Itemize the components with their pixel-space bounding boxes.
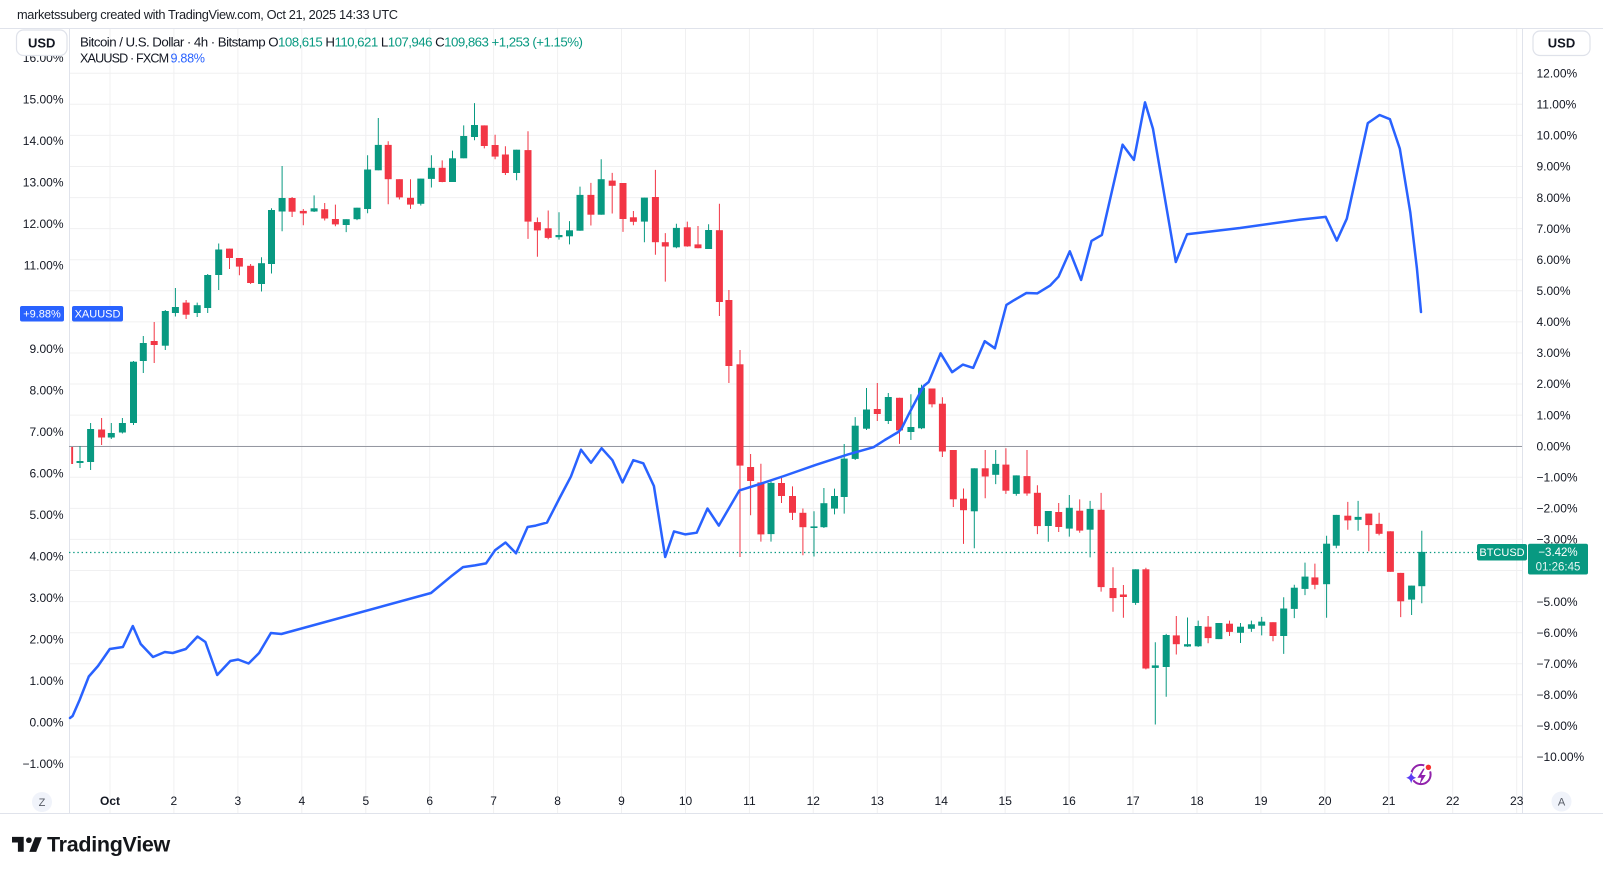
svg-text:7: 7 <box>490 794 497 808</box>
svg-text:23: 23 <box>1510 794 1524 808</box>
svg-text:6.00%: 6.00% <box>1537 253 1571 267</box>
svg-text:9.88%: 9.88% <box>171 51 205 65</box>
svg-text:−6.00%: −6.00% <box>1537 626 1578 640</box>
svg-text:9: 9 <box>618 794 625 808</box>
svg-text:16: 16 <box>1062 794 1076 808</box>
svg-text:3: 3 <box>235 794 242 808</box>
svg-text:5: 5 <box>362 794 369 808</box>
svg-text:marketssuberg created with Tra: marketssuberg created with TradingView.c… <box>17 7 398 22</box>
svg-text:USD: USD <box>1548 36 1575 51</box>
svg-text:XAUUSD: XAUUSD <box>75 309 121 321</box>
svg-text:−1.00%: −1.00% <box>1537 471 1578 485</box>
svg-text:3.00%: 3.00% <box>1537 346 1571 360</box>
svg-text:8.00%: 8.00% <box>1537 191 1571 205</box>
svg-text:7.00%: 7.00% <box>1537 222 1571 236</box>
svg-text:XAUUSD · FXCM: XAUUSD · FXCM <box>80 51 169 65</box>
svg-text:5.00%: 5.00% <box>29 508 63 522</box>
svg-text:12: 12 <box>807 794 821 808</box>
svg-text:BTCUSD: BTCUSD <box>1479 547 1524 559</box>
svg-text:11: 11 <box>743 794 756 808</box>
svg-text:Bitcoin / U.S. Dollar · 4h · B: Bitcoin / U.S. Dollar · 4h · Bitstamp O1… <box>80 35 582 50</box>
svg-text:10: 10 <box>679 794 693 808</box>
svg-text:4.00%: 4.00% <box>1537 315 1571 329</box>
svg-text:8: 8 <box>554 794 561 808</box>
svg-text:22: 22 <box>1446 794 1460 808</box>
svg-text:0.00%: 0.00% <box>1537 439 1571 453</box>
svg-text:−3.00%: −3.00% <box>1537 533 1578 547</box>
svg-text:17: 17 <box>1126 794 1140 808</box>
svg-text:14.00%: 14.00% <box>23 134 64 148</box>
svg-text:2.00%: 2.00% <box>29 633 63 647</box>
svg-text:2.00%: 2.00% <box>1537 377 1571 391</box>
svg-text:12.00%: 12.00% <box>23 217 64 231</box>
svg-text:6: 6 <box>426 794 433 808</box>
svg-text:15: 15 <box>999 794 1013 808</box>
svg-text:3.00%: 3.00% <box>29 591 63 605</box>
svg-text:4.00%: 4.00% <box>29 550 63 564</box>
svg-text:2: 2 <box>171 794 178 808</box>
svg-text:6.00%: 6.00% <box>29 466 63 480</box>
svg-text:0.00%: 0.00% <box>29 716 63 730</box>
svg-text:7.00%: 7.00% <box>29 425 63 439</box>
svg-text:USD: USD <box>28 35 55 50</box>
svg-text:11.00%: 11.00% <box>24 259 64 273</box>
svg-text:5.00%: 5.00% <box>1537 284 1571 298</box>
svg-text:13: 13 <box>871 794 885 808</box>
svg-text:−3.42%: −3.42% <box>1538 547 1577 559</box>
svg-text:20: 20 <box>1318 794 1332 808</box>
svg-text:1.00%: 1.00% <box>29 674 63 688</box>
svg-text:Oct: Oct <box>100 794 120 808</box>
svg-text:11.00%: 11.00% <box>1537 98 1577 112</box>
svg-text:14: 14 <box>935 794 949 808</box>
svg-text:4: 4 <box>298 794 305 808</box>
svg-text:−8.00%: −8.00% <box>1537 688 1578 702</box>
svg-text:9.00%: 9.00% <box>29 342 63 356</box>
svg-text:01:26:45: 01:26:45 <box>1536 562 1581 574</box>
svg-text:19: 19 <box>1254 794 1268 808</box>
svg-text:A: A <box>1558 797 1566 809</box>
svg-text:9.00%: 9.00% <box>1537 160 1571 174</box>
svg-text:−7.00%: −7.00% <box>1537 657 1578 671</box>
svg-text:Z: Z <box>39 797 46 809</box>
svg-text:15.00%: 15.00% <box>23 93 64 107</box>
svg-text:−1.00%: −1.00% <box>22 757 63 771</box>
svg-text:21: 21 <box>1382 794 1396 808</box>
svg-text:TradingView: TradingView <box>47 833 171 857</box>
svg-text:18: 18 <box>1190 794 1204 808</box>
svg-text:12.00%: 12.00% <box>1537 66 1578 80</box>
svg-text:10.00%: 10.00% <box>1537 129 1578 143</box>
svg-text:+9.88%: +9.88% <box>23 309 61 321</box>
svg-text:−2.00%: −2.00% <box>1537 502 1578 516</box>
svg-text:−5.00%: −5.00% <box>1537 595 1578 609</box>
svg-text:−10.00%: −10.00% <box>1537 750 1585 764</box>
svg-text:13.00%: 13.00% <box>23 176 64 190</box>
svg-text:−9.00%: −9.00% <box>1537 719 1578 733</box>
svg-text:1.00%: 1.00% <box>1537 408 1571 422</box>
svg-text:8.00%: 8.00% <box>29 383 63 397</box>
